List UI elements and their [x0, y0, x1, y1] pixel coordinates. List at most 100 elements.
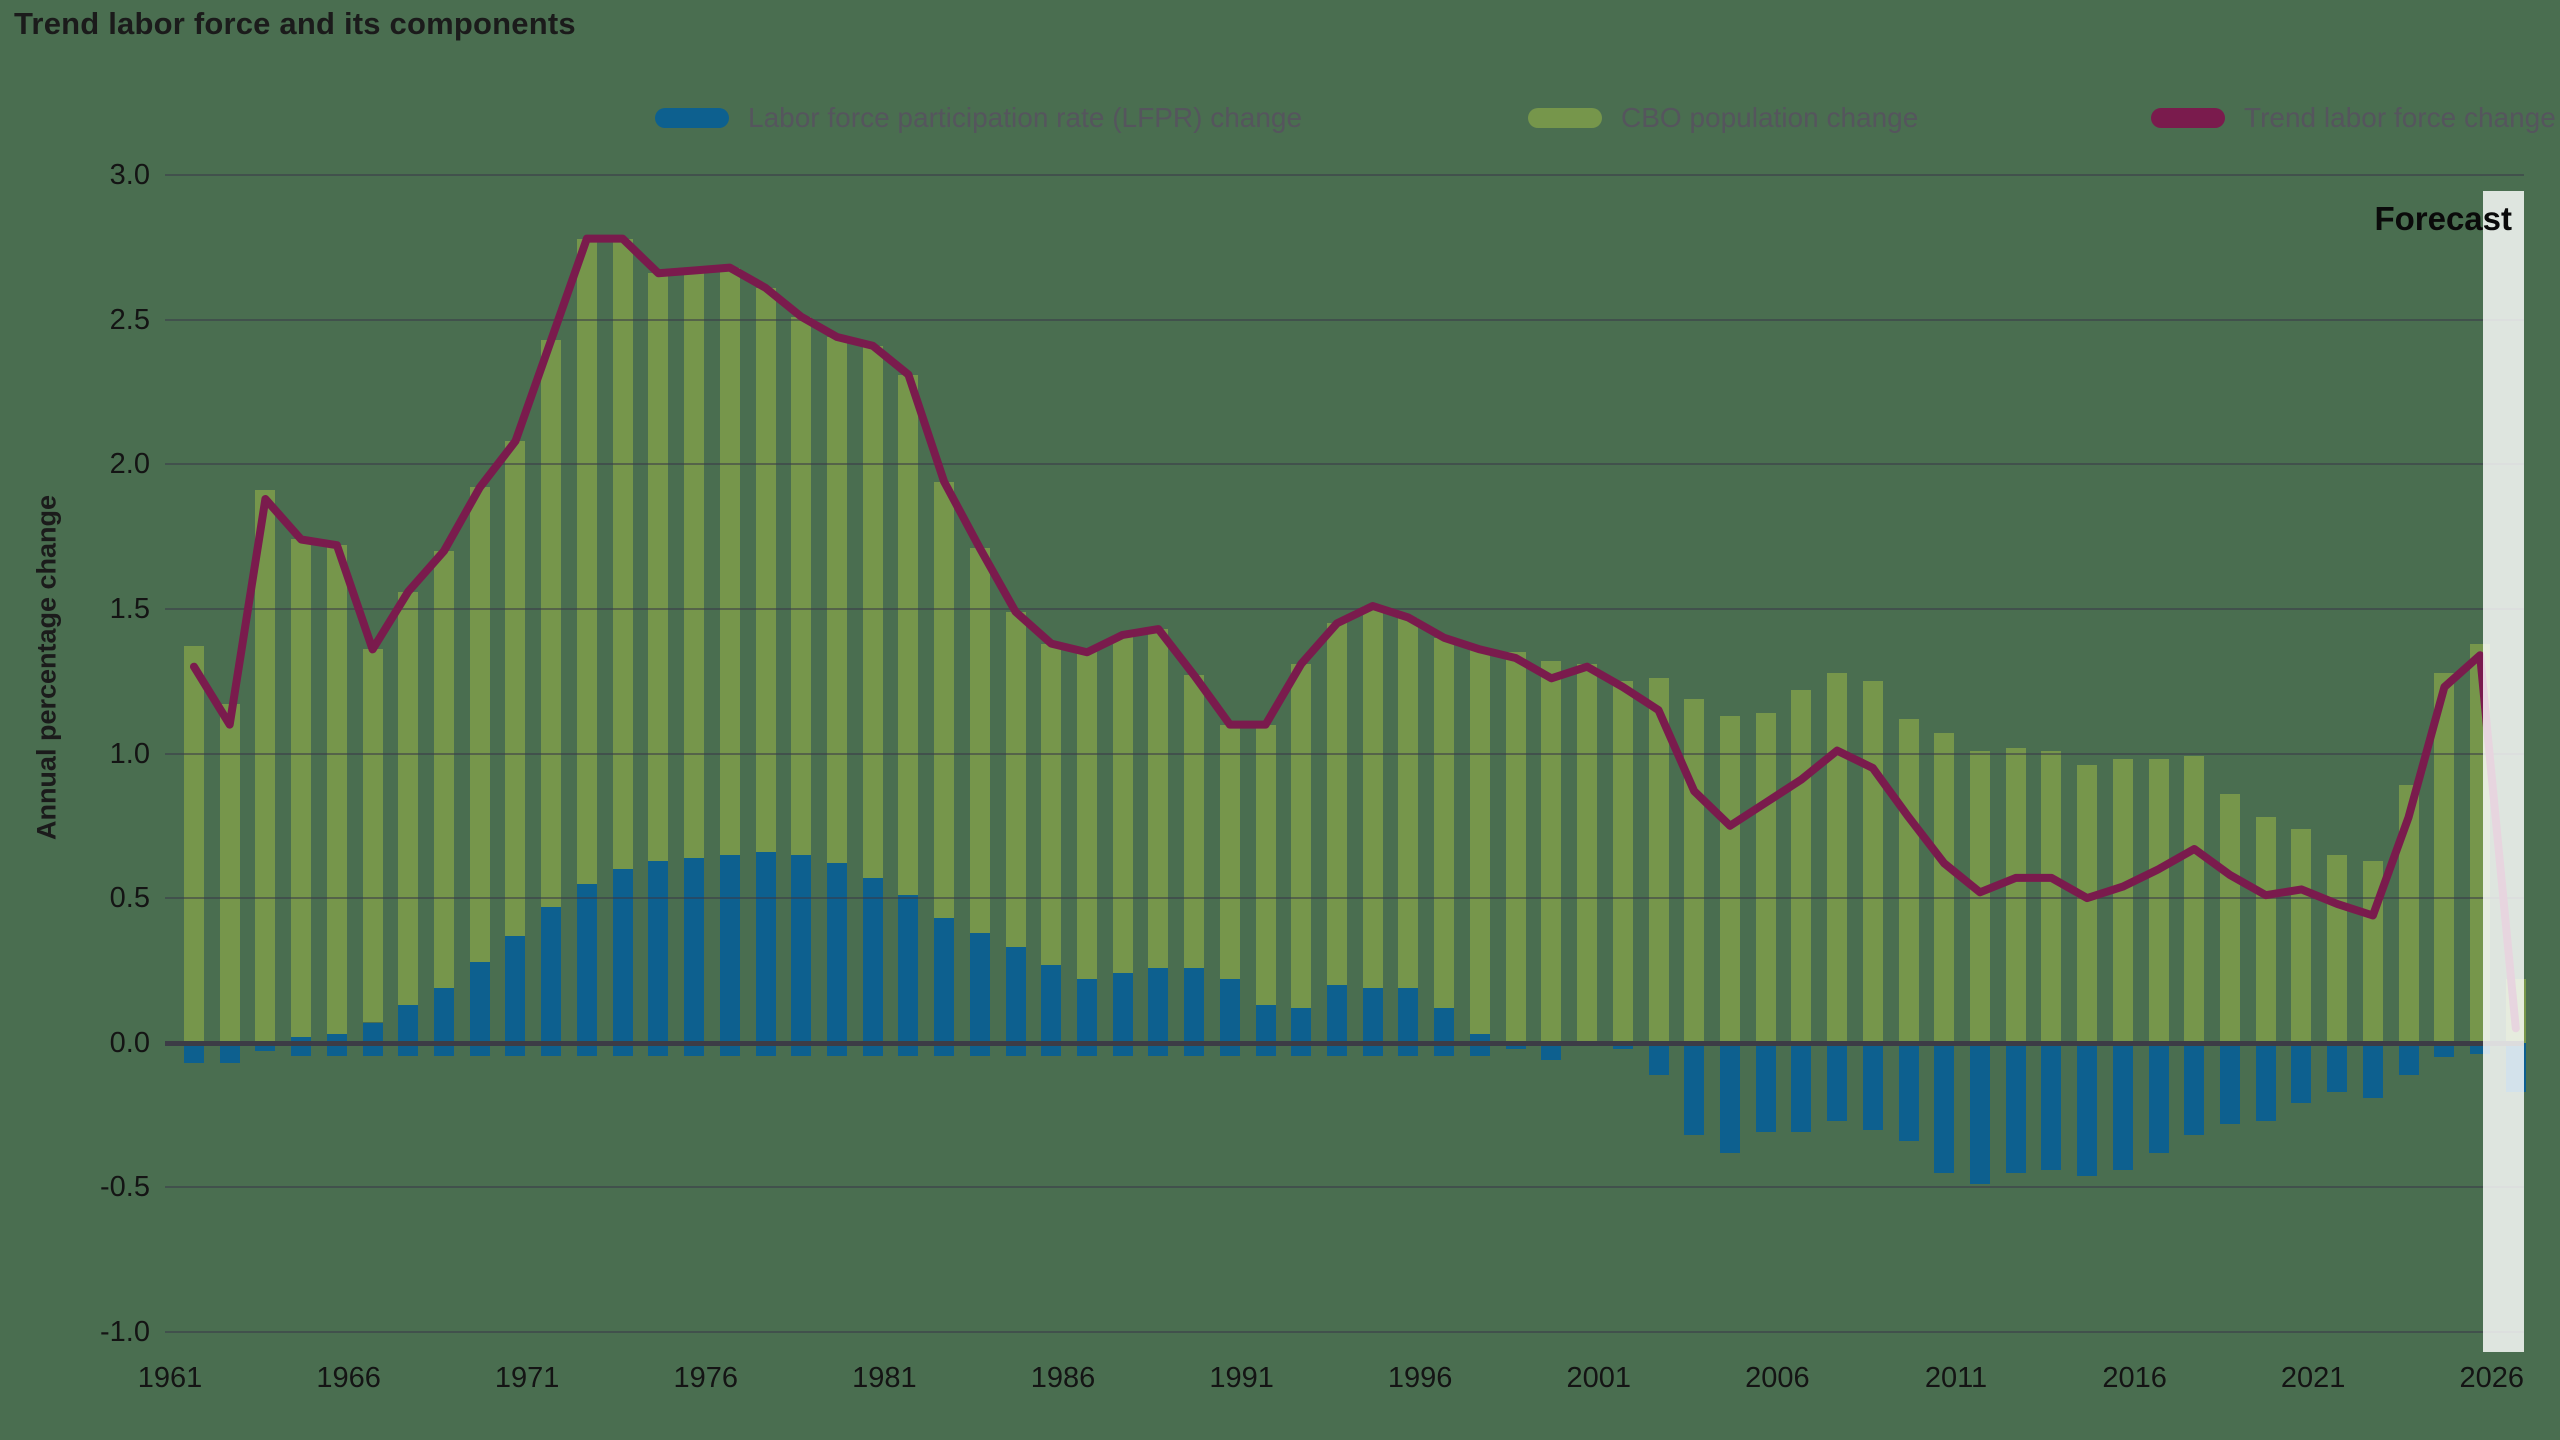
lfpr-bar-2022: [2362, 1042, 2383, 1098]
lfpr-bar-1977: [755, 851, 776, 1056]
gridline-3.0: [165, 174, 2524, 176]
lfpr-bar-1985: [1041, 964, 1062, 1056]
y-tick-label--0.5: -0.5: [100, 1171, 150, 1204]
population-bar-2014: [2077, 765, 2098, 1043]
population-bar-2012: [2005, 747, 2026, 1043]
legend-item-lfpr: Labor force participation rate (LFPR) ch…: [655, 96, 1302, 140]
population-bar-1980: [862, 345, 883, 878]
population-bar-2001: [1612, 681, 1633, 1043]
population-bar-2009: [1898, 718, 1919, 1043]
y-tick-label-0.0: 0.0: [109, 1026, 150, 1059]
forecast-band: [2483, 191, 2524, 1352]
gridline--0.5: [165, 1186, 2524, 1189]
population-bar-1993: [1327, 623, 1348, 985]
legend-swatch-lfpr-icon: [655, 108, 729, 128]
population-bar-1985: [1041, 643, 1062, 965]
lfpr-bar-2005: [1755, 1042, 1776, 1133]
lfpr-bar-2016: [2148, 1042, 2169, 1153]
legend-item-population: CBO population change: [1528, 96, 1918, 140]
plot-area: Forecast: [165, 155, 2526, 1352]
population-bar-1988: [1148, 629, 1169, 968]
population-bar-2000: [1577, 663, 1598, 1043]
population-bar-1984: [1005, 611, 1026, 948]
x-tick-label-1976: 1976: [673, 1362, 739, 1394]
lfpr-bar-1975: [684, 857, 705, 1056]
population-bar-1975: [684, 270, 705, 858]
population-bar-2004: [1719, 715, 1740, 1043]
population-bar-2007: [1827, 672, 1848, 1043]
legend-swatch-trend-icon: [2151, 108, 2225, 128]
lfpr-bar-1995: [1398, 987, 1419, 1056]
lfpr-bar-1987: [1112, 973, 1133, 1056]
gridline-1.5: [165, 607, 2524, 610]
x-tick-label-2016: 2016: [2102, 1362, 2167, 1394]
population-bar-1964: [291, 539, 312, 1037]
lfpr-bar-2019: [2255, 1042, 2276, 1121]
lfpr-bar-1980: [862, 877, 883, 1056]
population-bar-1976: [719, 267, 740, 855]
population-bar-2013: [2041, 750, 2062, 1043]
lfpr-bar-1999: [1541, 1042, 1562, 1061]
lfpr-bar-2023: [2398, 1042, 2419, 1075]
population-bar-2017: [2184, 756, 2205, 1043]
lfpr-bar-2004: [1719, 1042, 1740, 1153]
x-tick-label-1961: 1961: [137, 1362, 203, 1394]
lfpr-bar-1994: [1362, 987, 1383, 1056]
gridline-2.5: [165, 318, 2524, 321]
lfpr-bar-2012: [2005, 1042, 2026, 1173]
population-bar-1967: [398, 591, 419, 1006]
population-bar-2016: [2148, 759, 2169, 1043]
population-bar-1998: [1505, 652, 1526, 1043]
x-tick-label-1996: 1996: [1387, 1362, 1453, 1394]
lfpr-bar-2020: [2291, 1042, 2312, 1104]
y-tick-label-1.0: 1.0: [109, 737, 150, 770]
lfpr-bar-1986: [1077, 979, 1097, 1056]
lfpr-bar-2015: [2112, 1042, 2133, 1171]
lfpr-bar-1981: [898, 895, 919, 1056]
y-tick-label-2.5: 2.5: [109, 303, 150, 336]
population-bar-1987: [1112, 634, 1133, 974]
population-bar-1973: [612, 238, 633, 870]
y-tick-label--1.0: -1.0: [100, 1316, 150, 1348]
population-bar-2015: [2112, 759, 2133, 1043]
population-bar-1966: [362, 649, 383, 1023]
gridline-1.0: [165, 752, 2524, 755]
lfpr-bar-2014: [2077, 1042, 2098, 1176]
x-tick-label-1991: 1991: [1209, 1362, 1274, 1394]
lfpr-bar-1971: [541, 906, 562, 1056]
lfpr-bar-1978: [791, 854, 812, 1056]
forecast-label: Forecast: [2374, 200, 2512, 237]
lfpr-bar-1972: [576, 883, 597, 1056]
lfpr-bar-1962: [219, 1042, 240, 1063]
lfpr-bar-2017: [2184, 1042, 2205, 1136]
gridline-2.0: [165, 463, 2524, 466]
x-tick-label-1966: 1966: [316, 1362, 381, 1394]
population-bar-1962: [219, 704, 240, 1043]
population-bar-2020: [2291, 828, 2312, 1043]
y-tick-label-3.0: 3.0: [109, 159, 150, 191]
population-bar-1972: [576, 238, 597, 884]
lfpr-bar-1963: [255, 1042, 276, 1052]
gridline-0.5: [165, 897, 2524, 900]
lfpr-bar-2010: [1934, 1042, 1955, 1173]
lfpr-bar-1983: [969, 932, 990, 1056]
lfpr-bar-1988: [1148, 967, 1169, 1056]
gridline--1.0: [165, 1331, 2524, 1333]
population-bar-1990: [1219, 724, 1240, 980]
lfpr-bar-2011: [1970, 1042, 1990, 1185]
lfpr-bar-2025: [2470, 1042, 2491, 1055]
y-tick-label-0.5: 0.5: [109, 882, 150, 915]
chart-title: Trend labor force and its components: [14, 6, 576, 41]
lfpr-bar-2003: [1684, 1042, 1705, 1136]
population-bar-2023: [2398, 785, 2419, 1043]
population-bar-2024: [2434, 672, 2455, 1043]
population-bar-1989: [1184, 675, 1205, 968]
population-bar-1965: [326, 545, 347, 1035]
population-bar-1994: [1362, 605, 1383, 988]
lfpr-bar-2024: [2434, 1042, 2455, 1058]
x-tick-label-1971: 1971: [494, 1362, 560, 1394]
lfpr-bar-2006: [1791, 1042, 1812, 1133]
population-bar-2010: [1934, 733, 1955, 1043]
population-bar-1999: [1541, 660, 1562, 1043]
